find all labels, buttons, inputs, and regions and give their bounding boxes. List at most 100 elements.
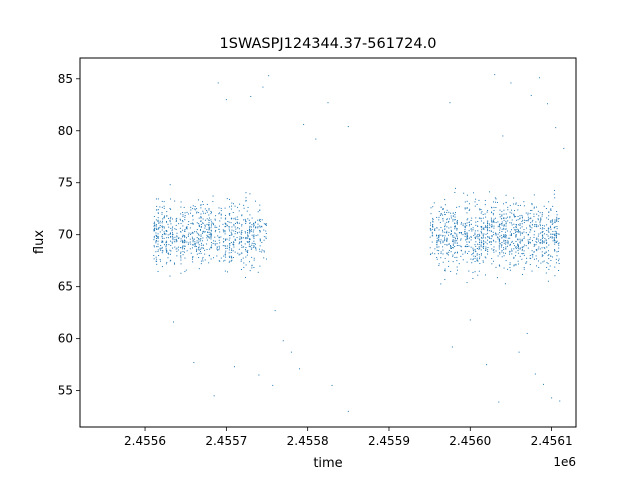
data-point: [230, 234, 232, 236]
data-point: [507, 209, 509, 211]
data-point: [432, 221, 434, 223]
data-point: [196, 211, 198, 213]
data-point: [444, 231, 446, 233]
data-point: [226, 198, 228, 200]
data-point: [224, 253, 226, 255]
data-point: [436, 258, 438, 260]
data-point: [259, 238, 261, 240]
data-point: [488, 227, 490, 229]
data-point: [491, 225, 493, 227]
data-point: [232, 212, 234, 213]
data-point: [184, 215, 186, 217]
data-point: [231, 259, 233, 261]
data-point: [515, 251, 517, 253]
data-point: [503, 203, 505, 205]
data-point: [466, 238, 468, 240]
data-point: [182, 254, 184, 256]
data-point: [503, 255, 505, 257]
data-point: [230, 231, 232, 233]
data-point: [543, 225, 545, 227]
data-point: [475, 198, 477, 200]
data-point: [508, 253, 510, 255]
data-point: [475, 217, 477, 219]
data-point: [505, 201, 507, 203]
data-point: [468, 245, 470, 247]
data-point: [153, 215, 155, 217]
data-point: [226, 271, 228, 273]
data-point: [497, 226, 499, 228]
data-point: [436, 235, 438, 237]
data-point: [218, 225, 220, 227]
data-point: [210, 229, 212, 231]
data-point: [190, 222, 192, 224]
data-point: [157, 212, 159, 214]
data-point: [178, 237, 180, 239]
data-point: [542, 238, 544, 240]
data-point: [500, 234, 502, 236]
data-point: [230, 260, 232, 262]
data-point: [183, 245, 185, 247]
data-point: [469, 223, 471, 225]
data-point: [480, 240, 482, 242]
data-point: [491, 207, 493, 209]
data-point: [210, 230, 212, 232]
data-point: [161, 236, 163, 238]
data-point: [555, 127, 557, 129]
data-point: [519, 218, 521, 220]
data-point: [235, 219, 237, 221]
data-point: [243, 219, 245, 221]
data-point: [170, 223, 172, 225]
data-point: [479, 208, 481, 210]
data-point: [157, 209, 159, 211]
data-point: [488, 236, 490, 238]
data-point: [525, 232, 527, 234]
data-point: [556, 255, 558, 257]
data-point: [557, 260, 559, 262]
data-point: [167, 234, 169, 236]
data-point: [161, 206, 163, 208]
data-point: [501, 221, 503, 223]
data-point: [282, 340, 284, 342]
data-point: [501, 256, 503, 258]
data-point: [198, 240, 200, 242]
data-point: [161, 240, 163, 242]
data-point: [444, 257, 446, 259]
data-point: [483, 228, 485, 230]
data-point: [483, 222, 485, 224]
data-point: [532, 253, 534, 255]
data-point: [259, 226, 261, 228]
data-point: [515, 264, 517, 266]
data-point: [517, 260, 519, 262]
data-point: [522, 219, 524, 221]
data-point: [491, 263, 493, 265]
data-point: [436, 257, 438, 259]
data-points-layer: [153, 74, 565, 412]
data-point: [192, 239, 194, 241]
data-point: [249, 239, 251, 241]
data-point: [459, 232, 461, 234]
data-point: [466, 194, 468, 196]
data-point: [448, 265, 450, 267]
data-point: [444, 225, 446, 227]
data-point: [484, 213, 486, 215]
data-point: [438, 236, 440, 238]
data-point: [489, 191, 491, 193]
data-point: [452, 235, 454, 237]
data-point: [470, 236, 472, 238]
data-point: [547, 263, 549, 265]
data-point: [255, 249, 257, 251]
data-point: [233, 241, 235, 243]
data-point: [454, 233, 456, 235]
data-point: [202, 231, 204, 233]
data-point: [257, 271, 259, 273]
data-point: [501, 237, 503, 239]
data-point: [515, 236, 517, 238]
data-point: [529, 254, 531, 256]
data-point: [202, 247, 204, 249]
data-point: [452, 243, 454, 245]
data-point: [489, 224, 491, 226]
data-point: [253, 245, 255, 247]
data-point: [501, 242, 503, 244]
data-point: [501, 244, 503, 246]
